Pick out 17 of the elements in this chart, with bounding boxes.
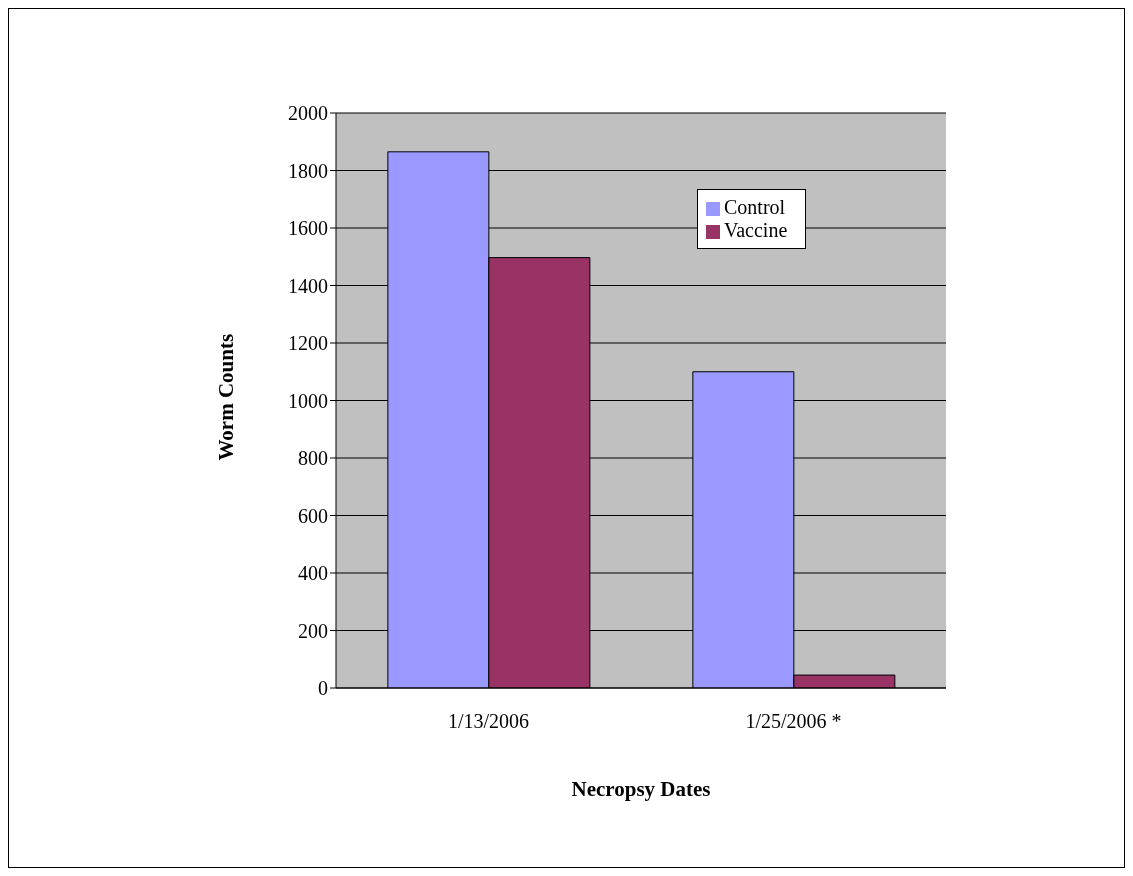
legend-label: Control <box>724 196 786 218</box>
y-tick-label: 1600 <box>288 217 328 240</box>
y-tick-label: 2000 <box>288 102 328 125</box>
y-tick-label: 1800 <box>288 159 328 182</box>
y-tick-label: 400 <box>298 562 328 585</box>
x-axis-title: Necropsy Dates <box>571 777 711 801</box>
y-tick-label: 0 <box>318 677 328 700</box>
y-tick-label: 1200 <box>288 332 328 355</box>
y-tick-label: 1000 <box>288 389 328 412</box>
y-tick-label: 1400 <box>288 274 328 297</box>
y-tick-label: 200 <box>298 619 328 642</box>
y-tick-label: 800 <box>298 447 328 470</box>
x-tick-label: 1/25/2006 * <box>745 710 842 733</box>
legend-label: Vaccine <box>724 219 788 241</box>
x-tick-label: 1/13/2006 <box>447 710 530 733</box>
y-tick-label: 600 <box>298 504 328 527</box>
y-axis-title: Worm Counts <box>214 333 239 461</box>
